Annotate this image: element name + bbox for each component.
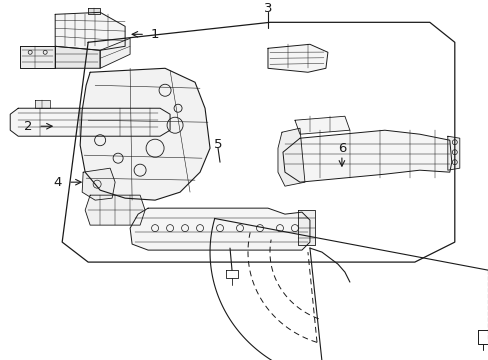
Polygon shape	[297, 210, 314, 245]
Text: 3: 3	[263, 2, 272, 15]
Polygon shape	[85, 195, 145, 225]
Text: 4: 4	[54, 176, 62, 189]
Polygon shape	[82, 168, 115, 200]
Polygon shape	[35, 100, 50, 108]
Polygon shape	[267, 44, 327, 72]
Polygon shape	[294, 116, 349, 134]
Polygon shape	[283, 130, 451, 182]
Polygon shape	[55, 12, 125, 50]
Polygon shape	[80, 68, 210, 200]
Polygon shape	[20, 46, 55, 68]
Polygon shape	[10, 108, 170, 136]
Polygon shape	[100, 38, 130, 68]
Text: 6: 6	[337, 142, 346, 155]
Polygon shape	[447, 136, 459, 170]
Text: 2: 2	[23, 120, 32, 133]
Text: 5: 5	[213, 138, 222, 151]
Polygon shape	[88, 8, 100, 14]
Polygon shape	[130, 208, 309, 250]
Polygon shape	[55, 46, 100, 68]
Text: 1: 1	[150, 28, 158, 41]
Polygon shape	[277, 128, 305, 186]
